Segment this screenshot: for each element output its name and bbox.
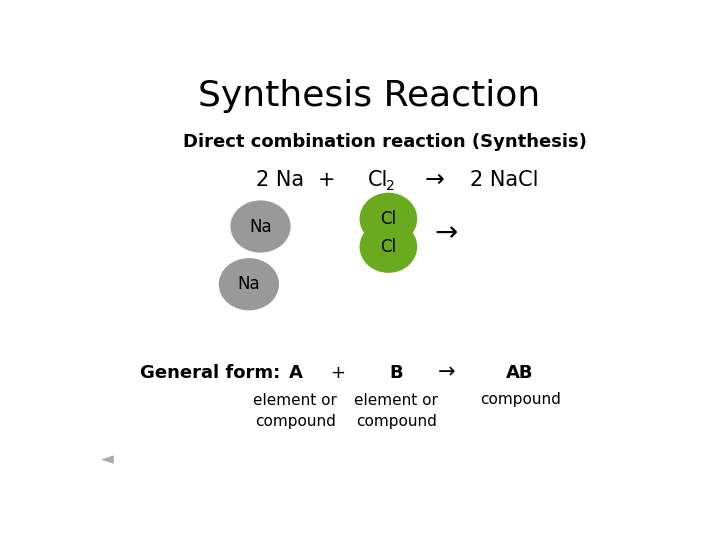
Text: AB: AB <box>506 364 534 382</box>
Text: +: + <box>330 364 346 382</box>
Ellipse shape <box>220 259 279 309</box>
Text: General form:: General form: <box>140 364 281 382</box>
Text: Direct combination reaction (Synthesis): Direct combination reaction (Synthesis) <box>183 133 587 151</box>
Ellipse shape <box>360 193 416 244</box>
Text: Cl: Cl <box>380 210 397 228</box>
Text: A: A <box>289 364 302 382</box>
Text: compound: compound <box>480 392 561 407</box>
Text: 2: 2 <box>386 179 395 193</box>
Text: B: B <box>390 364 403 382</box>
Ellipse shape <box>360 221 416 272</box>
Text: Cl: Cl <box>380 238 397 256</box>
Ellipse shape <box>231 201 290 252</box>
Text: +: + <box>318 170 336 190</box>
Text: →: → <box>425 168 445 192</box>
Text: element or
compound: element or compound <box>354 393 438 429</box>
Text: 2 Na: 2 Na <box>256 170 304 190</box>
Text: Na: Na <box>238 275 260 293</box>
Text: Synthesis Reaction: Synthesis Reaction <box>198 79 540 113</box>
Text: ◄: ◄ <box>101 450 114 468</box>
Text: →: → <box>438 363 455 383</box>
Text: →: → <box>435 219 458 247</box>
Text: Na: Na <box>249 218 272 235</box>
Text: Cl: Cl <box>367 170 388 190</box>
Text: 2 NaCl: 2 NaCl <box>470 170 539 190</box>
Text: element or
compound: element or compound <box>253 393 337 429</box>
